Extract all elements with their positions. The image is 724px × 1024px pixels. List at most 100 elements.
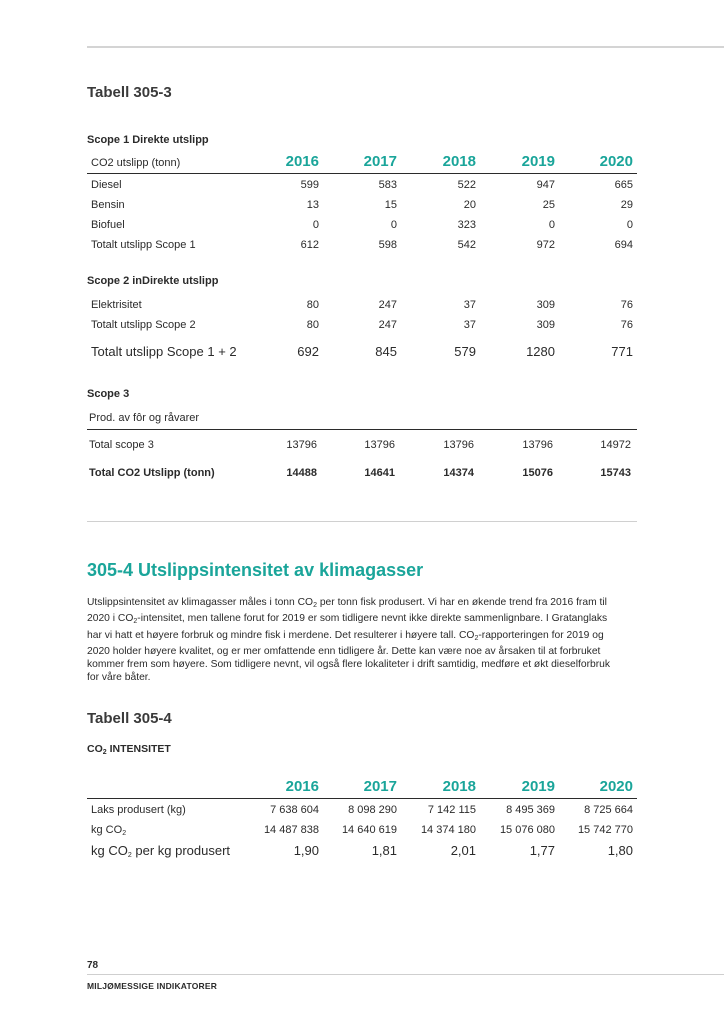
cell: 25 [542, 199, 555, 211]
cell: 15 [384, 199, 397, 211]
row-label: Elektrisitet [91, 299, 142, 311]
year-header: 2016 [285, 153, 319, 170]
label-text: kg CO [91, 824, 123, 836]
heading-text: INTENSITET [106, 743, 171, 755]
cell: 13796 [286, 439, 317, 451]
scope3-heading: Scope 3 [87, 388, 130, 400]
cell: 599 [300, 179, 319, 191]
scope1-col-label: CO2 utslipp (tonn) [91, 157, 181, 169]
header-rule [87, 429, 637, 430]
year-header: 2017 [363, 778, 397, 795]
cell: 1,81 [371, 843, 397, 858]
cell: 13796 [364, 439, 395, 451]
row-label: Bensin [91, 199, 125, 211]
cell: 20 [463, 199, 476, 211]
table-row: Totalt utslipp Scope 1 612 598 542 972 6… [87, 239, 637, 257]
cell: 2,01 [450, 843, 476, 858]
cell: 771 [611, 344, 633, 359]
table-row-grand-total: Total CO2 Utslipp (tonn) 14488 14641 143… [87, 467, 637, 485]
table-row: kg CO2 14 487 838 14 640 619 14 374 180 … [87, 824, 637, 842]
cell: 15 076 080 [499, 824, 555, 836]
subscript: 2 [133, 618, 138, 626]
row-label: Totalt utslipp Scope 1 [91, 239, 196, 251]
section-divider [87, 521, 637, 522]
para-text: -rapporteringen for 2019 og [478, 629, 604, 641]
header-rule [87, 798, 637, 799]
body-paragraph: Utslippsintensitet av klimagasser måles … [87, 596, 639, 685]
para-text: for våre båter. [87, 672, 151, 684]
subscript: 2 [127, 852, 132, 859]
label-text: kg CO [91, 843, 128, 858]
cell: 15 742 770 [577, 824, 633, 836]
year-header: 2017 [363, 153, 397, 170]
cell: 583 [378, 179, 397, 191]
footer-section-label: MILJØMESSIGE INDIKATORER [87, 981, 218, 991]
cell: 8 725 664 [584, 804, 633, 816]
cell: 972 [536, 239, 555, 251]
subscript: 2 [313, 602, 317, 609]
cell: 323 [457, 219, 476, 231]
cell: 1280 [526, 344, 555, 359]
cell: 694 [614, 239, 633, 251]
co2-intensity-heading: CO2 INTENSITET [87, 743, 171, 756]
cell: 309 [536, 319, 555, 331]
row-label: Biofuel [91, 219, 125, 231]
cell: 80 [306, 319, 319, 331]
row-label: Total CO2 Utslipp (tonn) [89, 467, 215, 479]
cell: 15743 [600, 467, 631, 479]
cell: 14 374 180 [420, 824, 476, 836]
year-header: 2019 [521, 778, 555, 795]
para-text: -intensitet, men tallene forut for 2019 … [137, 613, 608, 625]
page-number: 78 [87, 960, 99, 971]
cell: 14 487 838 [263, 824, 319, 836]
cell: 0 [548, 219, 555, 231]
cell: 247 [378, 299, 397, 311]
top-rule [87, 46, 724, 48]
scope3-col-label: Prod. av fôr og råvarer [89, 412, 200, 424]
cell: 8 098 290 [348, 804, 397, 816]
para-text: 2020 holder høyere kvalitet, og er mer o… [87, 645, 601, 657]
cell: 13 [306, 199, 319, 211]
cell: 15076 [522, 467, 553, 479]
cell: 13796 [522, 439, 553, 451]
cell: 13796 [443, 439, 474, 451]
row-label: Totalt utslipp Scope 1 + 2 [91, 344, 237, 359]
cell: 76 [620, 299, 633, 311]
cell: 14972 [600, 439, 631, 451]
row-label: kg CO2 [91, 824, 126, 837]
cell: 665 [614, 179, 633, 191]
table-row: Diesel 599 583 522 947 665 [87, 179, 637, 197]
cell: 14488 [286, 467, 317, 479]
para-text: Utslippsintensitet av klimagasser måles … [87, 597, 314, 608]
year-header: 2016 [285, 778, 319, 795]
row-label: Totalt utslipp Scope 2 [91, 319, 196, 331]
cell: 1,77 [529, 843, 555, 858]
table-305-4-title: Tabell 305-4 [87, 710, 172, 727]
cell: 1,80 [607, 843, 633, 858]
label-text: per kg produsert [131, 843, 231, 858]
table-305-3-title: Tabell 305-3 [87, 84, 172, 101]
section-title: 305-4 Utslippsintensitet av klimagasser [87, 560, 424, 580]
year-header: 2020 [599, 153, 633, 170]
heading-text: CO [87, 743, 103, 755]
cell: 542 [457, 239, 476, 251]
year-header: 2019 [521, 153, 555, 170]
cell: 37 [463, 299, 476, 311]
row-label: kg CO2 per kg produsert [91, 843, 230, 859]
scope2-heading: Scope 2 inDirekte utslipp [87, 275, 219, 287]
para-text: per tonn fisk produsert. Vi har en økend… [316, 597, 607, 608]
cell: 8 495 369 [506, 804, 555, 816]
cell: 80 [306, 299, 319, 311]
cell: 612 [300, 239, 319, 251]
table-row-total: Totalt utslipp Scope 1 + 2 692 845 579 1… [87, 344, 637, 362]
table-row: Bensin 13 15 20 25 29 [87, 199, 637, 217]
cell: 14 640 619 [341, 824, 397, 836]
cell: 0 [312, 219, 319, 231]
cell: 0 [390, 219, 397, 231]
cell: 247 [378, 319, 397, 331]
cell: 7 142 115 [427, 804, 476, 816]
row-label: Laks produsert (kg) [91, 804, 186, 816]
cell: 7 638 604 [270, 804, 319, 816]
cell: 1,90 [293, 843, 319, 858]
table-row: Totalt utslipp Scope 2 80 247 37 309 76 [87, 319, 637, 337]
